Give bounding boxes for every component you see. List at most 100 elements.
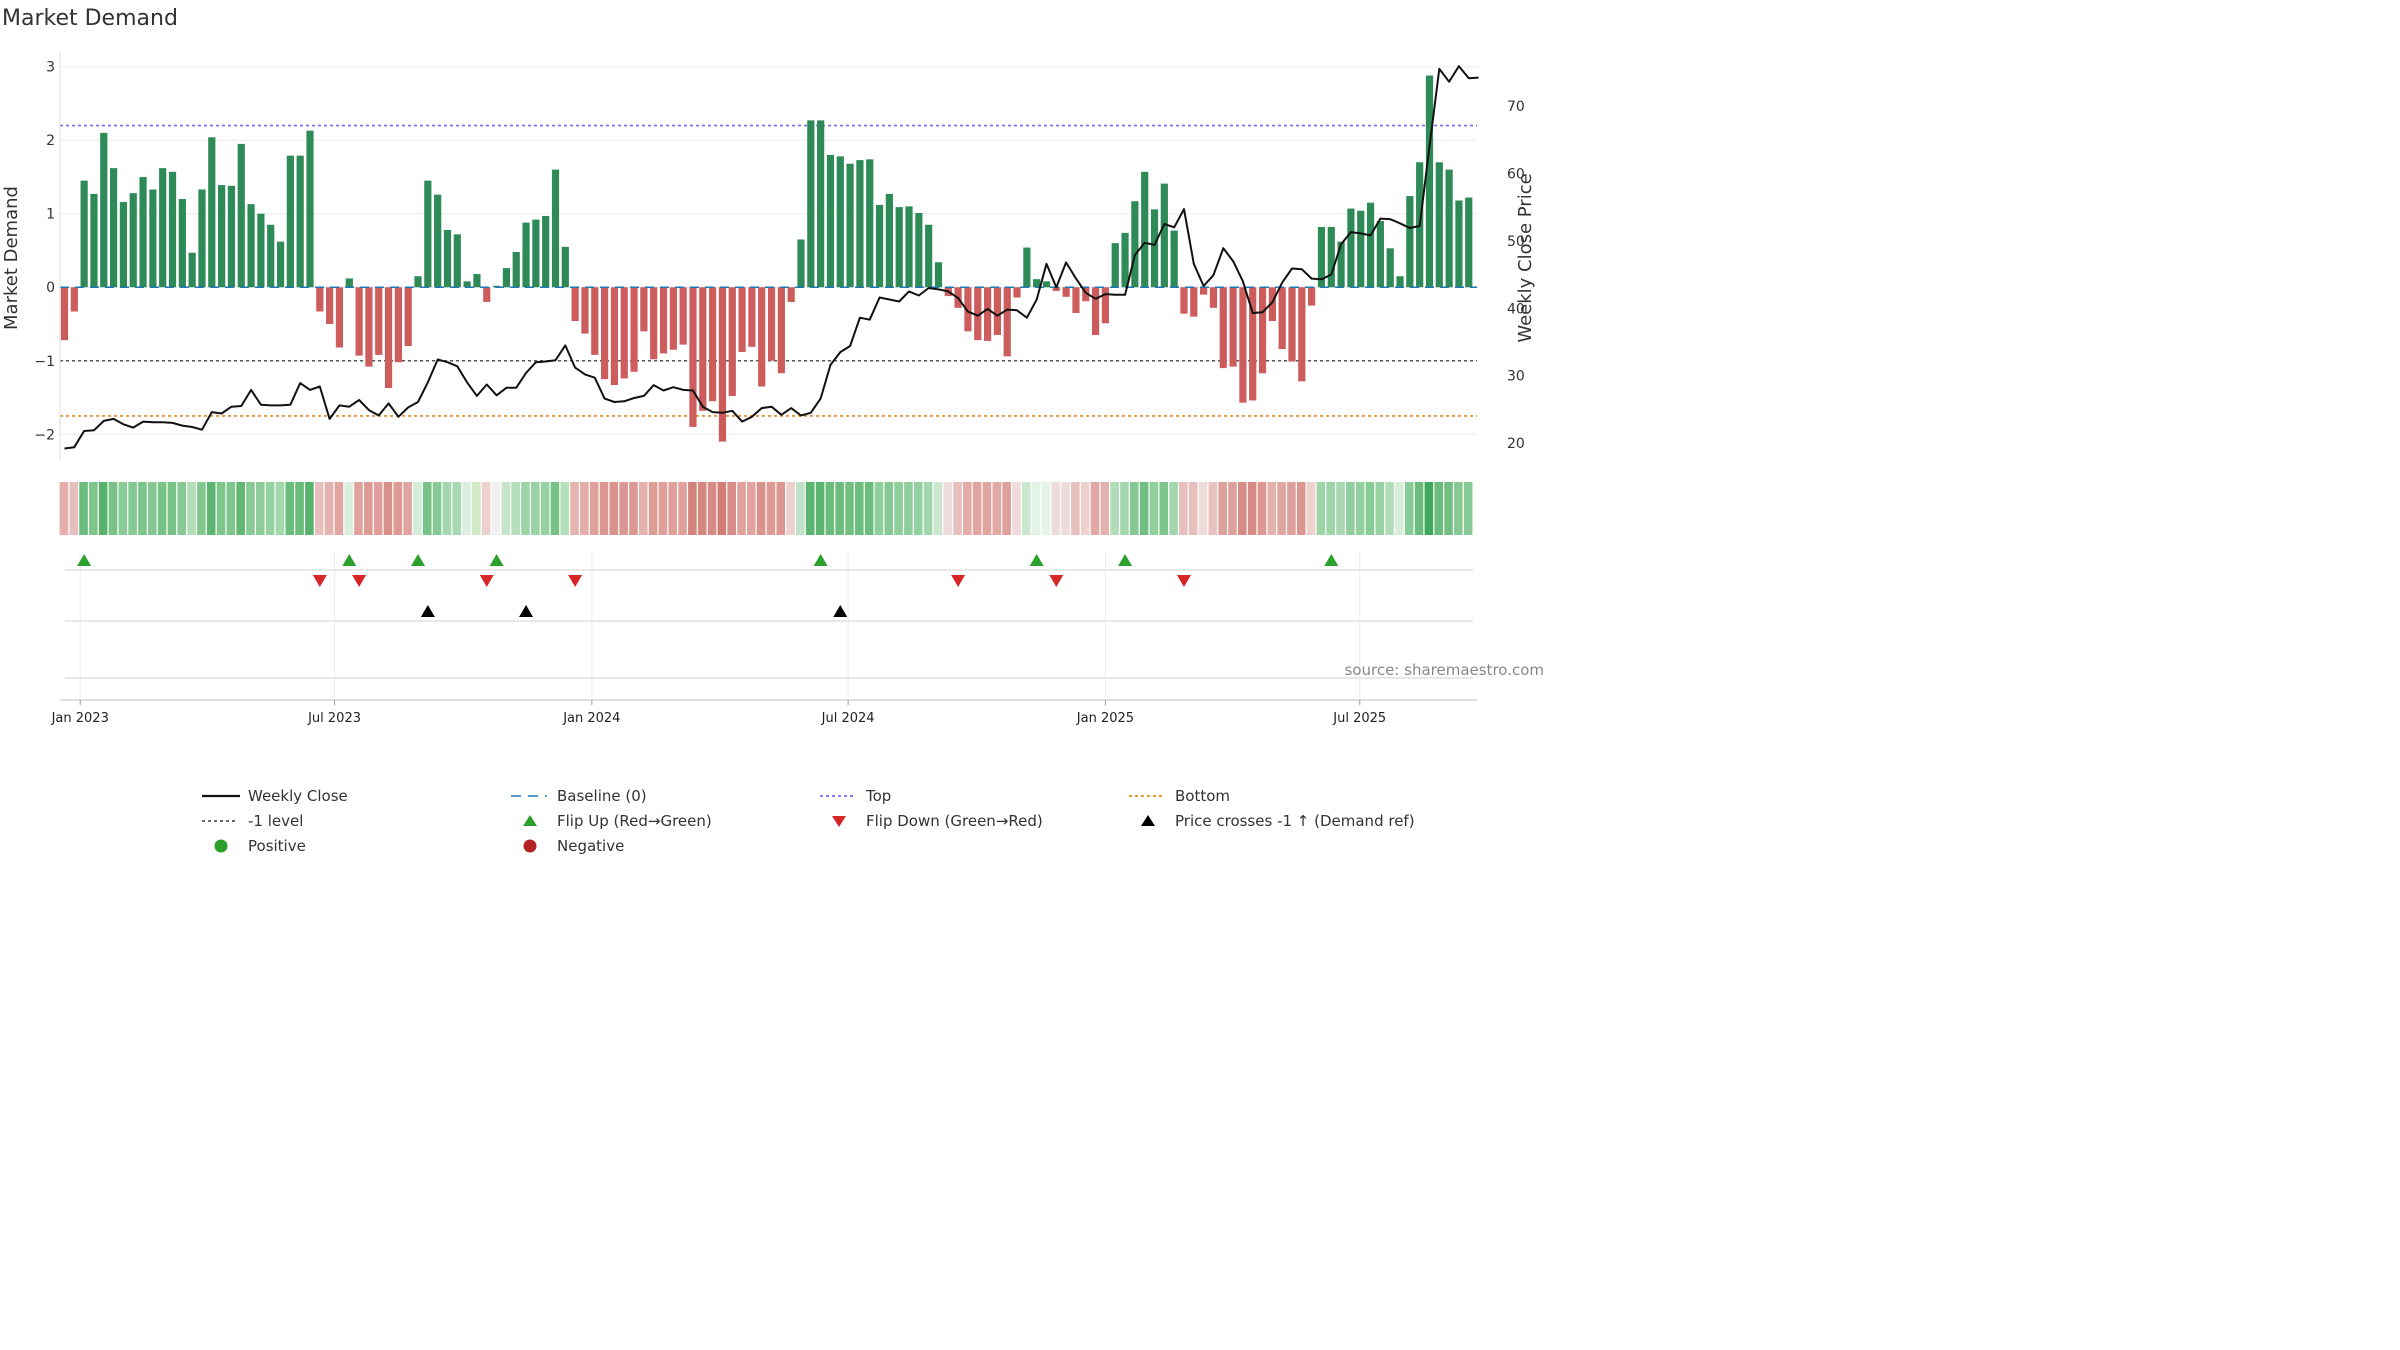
- strip-cell: [383, 482, 393, 535]
- y-tick-label-right: 40: [1507, 301, 1525, 317]
- demand-bar-positive: [817, 120, 825, 288]
- demand-bar-negative: [620, 287, 628, 379]
- strip-cell: [1434, 482, 1443, 535]
- strip-cell: [648, 482, 658, 535]
- demand-bar-positive: [1406, 196, 1414, 288]
- strip-cell: [737, 482, 746, 535]
- flip-down-marker: [568, 575, 583, 587]
- y-tick-label-left: 1: [46, 207, 55, 223]
- demand-bar-positive: [345, 278, 353, 288]
- strip-cell: [727, 482, 736, 535]
- demand-bar-positive: [561, 246, 569, 288]
- strip-cell: [560, 482, 570, 535]
- demand-bar-positive: [306, 130, 314, 288]
- strip-cell: [766, 482, 776, 535]
- strip-cell: [98, 482, 108, 535]
- demand-bar-negative: [1180, 287, 1188, 314]
- demand-bar-negative: [974, 287, 982, 341]
- strip-cell: [1120, 482, 1129, 535]
- demand-bar-positive: [90, 193, 98, 288]
- strip-cell: [197, 482, 206, 535]
- demand-bar-negative: [728, 287, 736, 397]
- strip-cell: [1139, 482, 1149, 535]
- strip-cell: [344, 482, 353, 535]
- demand-bar-positive: [1347, 208, 1355, 288]
- strip-cell: [1169, 482, 1178, 535]
- demand-bar-positive: [1160, 183, 1168, 288]
- legend-label: Flip Up (Red→Green): [557, 812, 712, 830]
- demand-bar-negative: [709, 287, 717, 402]
- strip-cell: [756, 482, 766, 535]
- legend-label: Flip Down (Green→Red): [866, 812, 1043, 830]
- weekly-close-line: [64, 65, 1479, 450]
- demand-bar-positive: [296, 155, 304, 288]
- demand-bar-negative: [1082, 287, 1090, 302]
- demand-bar-positive: [463, 281, 471, 288]
- strip-cell: [609, 482, 619, 535]
- demand-bar-negative: [758, 287, 766, 387]
- strip-cell: [540, 482, 550, 535]
- demand-bar-positive: [1396, 276, 1404, 288]
- strip-cell: [1188, 482, 1198, 535]
- legend-swatch-positive: [214, 839, 228, 853]
- demand-bar-positive: [1317, 226, 1326, 288]
- strip-cell: [1287, 482, 1296, 535]
- strip-cell: [89, 482, 98, 535]
- y-tick-label-left: −2: [34, 427, 55, 443]
- strip-cell: [1051, 482, 1061, 535]
- right-y-axis: 20 30 40 50 60 70: [1507, 99, 1525, 452]
- demand-bar-positive: [866, 159, 874, 288]
- date-tick-label: Jan 2024: [562, 711, 620, 726]
- legend-label: Weekly Close: [248, 787, 348, 805]
- strip-cell: [894, 482, 903, 535]
- demand-color-strip: [59, 482, 1473, 535]
- date-tick-label: Jan 2025: [1076, 711, 1134, 726]
- left-axis-label: Market Demand: [1, 186, 22, 330]
- flip-down-marker: [1176, 575, 1191, 587]
- strip-cell: [334, 482, 344, 535]
- strip-cell: [1061, 482, 1070, 535]
- strip-cell: [1012, 482, 1021, 535]
- demand-bar-negative: [718, 287, 727, 442]
- date-tick-label: Jul 2023: [307, 711, 361, 726]
- demand-bar-positive: [551, 169, 560, 288]
- strip-cell: [462, 482, 471, 535]
- strip-cell: [275, 482, 285, 535]
- strip-cell: [992, 482, 1002, 535]
- event-markers: [65, 552, 1473, 698]
- strip-cell: [815, 482, 825, 535]
- strip-cell: [206, 482, 216, 535]
- strip-cell: [147, 482, 157, 535]
- demand-bar-negative: [1092, 287, 1100, 336]
- legend-label: Baseline (0): [557, 787, 647, 805]
- demand-bar-positive: [188, 252, 196, 288]
- flip-down-marker: [312, 575, 327, 587]
- strip-cell: [845, 482, 854, 535]
- y-tick-label-left: 0: [46, 280, 55, 296]
- demand-bar-positive: [1042, 281, 1051, 288]
- strip-cell: [717, 482, 727, 535]
- demand-bar-positive: [895, 207, 903, 288]
- strip-cell: [79, 482, 88, 535]
- strip-cell: [403, 482, 412, 535]
- strip-cell: [1002, 482, 1011, 535]
- strip-cell: [314, 482, 324, 535]
- strip-cell: [904, 482, 913, 535]
- strip-cell: [599, 482, 609, 535]
- demand-bar-positive: [434, 194, 442, 288]
- strip-cell: [982, 482, 992, 535]
- strip-cell: [864, 482, 874, 535]
- strip-cell: [580, 482, 589, 535]
- demand-bars: [60, 75, 1473, 442]
- strip-cell: [1454, 482, 1463, 535]
- strip-cell: [747, 482, 756, 535]
- strip-cell: [1375, 482, 1385, 535]
- demand-bar-positive: [443, 229, 452, 288]
- strip-cell: [1238, 482, 1247, 535]
- demand-bar-positive: [1170, 230, 1178, 288]
- strip-cell: [855, 482, 864, 535]
- strip-cell: [432, 482, 442, 535]
- strip-cell: [1316, 482, 1326, 535]
- strip-cell: [1031, 482, 1041, 535]
- demand-bar-positive: [159, 168, 167, 288]
